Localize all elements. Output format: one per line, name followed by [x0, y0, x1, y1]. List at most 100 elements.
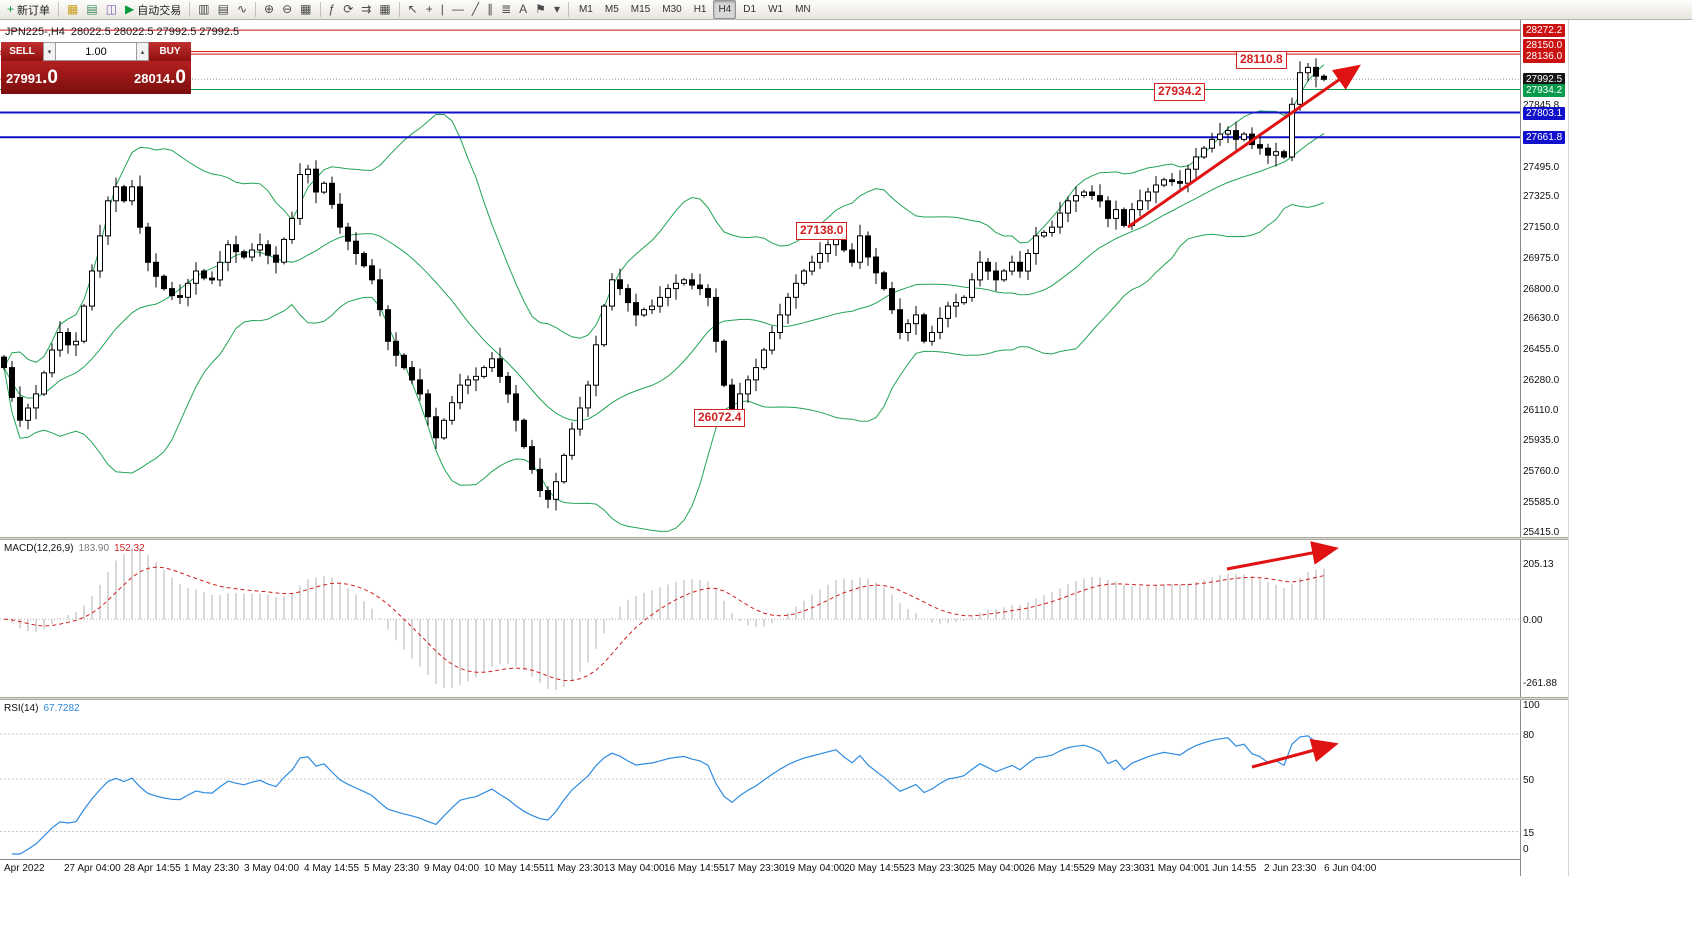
tile-windows-button[interactable]: ▦: [297, 0, 314, 19]
profiles-icon: ▦: [67, 2, 79, 16]
indicators-button[interactable]: ƒ: [326, 0, 339, 19]
time-axis-label: 25 May 04:00: [964, 863, 1025, 874]
volume-input[interactable]: [56, 42, 136, 61]
chart-shift-button[interactable]: ⇉: [358, 0, 374, 19]
one-click-trading-panel: SELL ▾ ▴ BUY 27991.0 28014.0: [1, 42, 191, 94]
tf-m30-button[interactable]: M30: [657, 0, 686, 19]
auto-trading-button[interactable]: ▶ 自动交易: [122, 0, 184, 19]
grid-icon: ▦: [379, 2, 391, 16]
sell-price-main: 27991: [6, 70, 43, 86]
market-watch-icon: ▤: [86, 2, 98, 16]
toolbar-separator: [398, 2, 400, 17]
toolbar-separator: [58, 2, 60, 17]
tf-m15-button[interactable]: M15: [626, 0, 655, 19]
tf-d1-button[interactable]: D1: [738, 0, 761, 19]
market-watch-button[interactable]: ▤: [83, 0, 100, 19]
zoom-out-button[interactable]: ⊖: [279, 0, 295, 19]
price-axis-label: 25585.0: [1523, 496, 1560, 508]
line-chart-icon: ∿: [236, 2, 248, 16]
crosshair-button[interactable]: +: [423, 0, 436, 19]
candlestick-chart-button[interactable]: ▤: [215, 0, 232, 19]
macd-indicator-panel[interactable]: [0, 540, 1520, 697]
time-axis-label: 9 May 04:00: [424, 863, 480, 874]
tf-m30-label: M30: [662, 4, 682, 15]
vertical-line-button[interactable]: |: [438, 0, 447, 19]
time-axis-label: 2 Jun 23:30: [1264, 863, 1317, 874]
time-axis-label: 10 May 14:55: [484, 863, 545, 874]
auto-trading-label: 自动交易: [137, 4, 182, 17]
text-button[interactable]: A: [516, 0, 530, 19]
profiles-button[interactable]: ▦: [64, 0, 81, 19]
price-axis-label: 26800.0: [1523, 283, 1560, 295]
price-axis-label: 25935.0: [1523, 435, 1560, 447]
tf-m5-button[interactable]: M5: [600, 0, 624, 19]
rsi-indicator-label: RSI(14) 67.7282: [4, 703, 80, 714]
price-axis-label: 25760.0: [1523, 466, 1560, 478]
sell-price[interactable]: 27991.0: [6, 67, 58, 89]
rsi-name: RSI(14): [4, 703, 39, 714]
price-axis-label: 26975.0: [1523, 252, 1560, 264]
rsi-line: [12, 735, 1325, 855]
macd-panel-splitter[interactable]: [0, 537, 1568, 540]
fibonacci-button[interactable]: ≣: [498, 0, 514, 19]
tf-h1-button[interactable]: H1: [689, 0, 712, 19]
sell-button[interactable]: SELL: [1, 42, 43, 61]
time-axis[interactable]: Apr 2022 27 Apr 04:00 28 Apr 14:55 1 May 23…: [0, 859, 1520, 877]
candlestick-series: [1, 58, 1327, 511]
time-axis-label: 27 Apr 04:00: [64, 863, 121, 874]
crosshair-icon: +: [425, 2, 433, 16]
time-axis-label: 23 May 23:30: [904, 863, 965, 874]
auto-scroll-button[interactable]: ⟳: [340, 0, 356, 19]
rsi-indicator-panel[interactable]: [0, 700, 1520, 858]
navigator-button[interactable]: ◫: [103, 0, 120, 19]
grid-button[interactable]: ▦: [376, 0, 393, 19]
zoom-in-button[interactable]: ⊕: [261, 0, 277, 19]
trendline-button[interactable]: ╱: [469, 0, 482, 19]
toolbar-separator: [255, 2, 257, 17]
line-chart-button[interactable]: ∿: [234, 0, 250, 19]
price-axis-label: 26630.0: [1523, 313, 1560, 325]
tf-h4-button[interactable]: H4: [713, 0, 737, 19]
price-axis-label: 27803.1: [1523, 106, 1566, 120]
volume-decrease-button[interactable]: ▾: [43, 42, 56, 61]
toolbar-separator: [189, 2, 191, 17]
tf-h1-label: H1: [693, 4, 707, 15]
text-icon: A: [519, 2, 528, 16]
tf-w1-label: W1: [768, 4, 784, 15]
rsi-panel-splitter[interactable]: [0, 697, 1568, 700]
rsi-value: 67.7282: [43, 703, 80, 714]
time-axis-label: 31 May 04:00: [1144, 863, 1205, 874]
tf-mn-button[interactable]: MN: [790, 0, 816, 19]
price-callout: 27934.2: [1154, 83, 1206, 101]
price-axis-label: 27495.0: [1523, 161, 1560, 173]
time-axis-label: 1 Jun 14:55: [1204, 863, 1257, 874]
volume-increase-button[interactable]: ▴: [136, 42, 149, 61]
cursor-button[interactable]: ↖: [405, 0, 421, 19]
chart-ohlc-header: JPN225-,H4 28022.5 28022.5 27992.5 27992.…: [5, 26, 239, 38]
shapes-dropdown-button[interactable]: ▾: [551, 0, 563, 19]
tile-windows-icon: ▦: [300, 2, 312, 16]
time-axis-label: 1 May 23:30: [184, 863, 240, 874]
horizontal-line-button[interactable]: ―: [449, 0, 467, 19]
horizontal-line-icon: ―: [451, 2, 464, 16]
buy-price[interactable]: 28014.0: [134, 67, 186, 89]
tf-m1-button[interactable]: M1: [574, 0, 598, 19]
price-chart[interactable]: [0, 20, 1520, 537]
bar-chart-button[interactable]: ▥: [195, 0, 212, 19]
macd-name: MACD(12,26,9): [4, 543, 74, 554]
time-axis-label: 4 May 14:55: [304, 863, 360, 874]
price-axis-label: 27150.0: [1523, 222, 1560, 234]
price-axis[interactable]: 28272.2 28150.0 28136.0 27992.5 27934.2 27845…: [1520, 20, 1692, 876]
equidistant-channel-button[interactable]: ∥: [484, 0, 496, 19]
macd-histogram: [11, 548, 1325, 690]
indicators-icon: ƒ: [328, 2, 336, 16]
candlestick-chart-icon: ▤: [217, 2, 229, 16]
time-axis-label: 5 May 23:30: [364, 863, 420, 874]
price-axis-label: 27661.8: [1523, 131, 1566, 145]
arrow-label-button[interactable]: ⚑: [532, 0, 549, 19]
macd-axis-label: -261.88: [1523, 678, 1557, 689]
tf-w1-button[interactable]: W1: [763, 0, 788, 19]
buy-button[interactable]: BUY: [149, 42, 191, 61]
new-order-button[interactable]: + 新订单: [4, 0, 53, 19]
toolbar-separator: [319, 2, 321, 17]
